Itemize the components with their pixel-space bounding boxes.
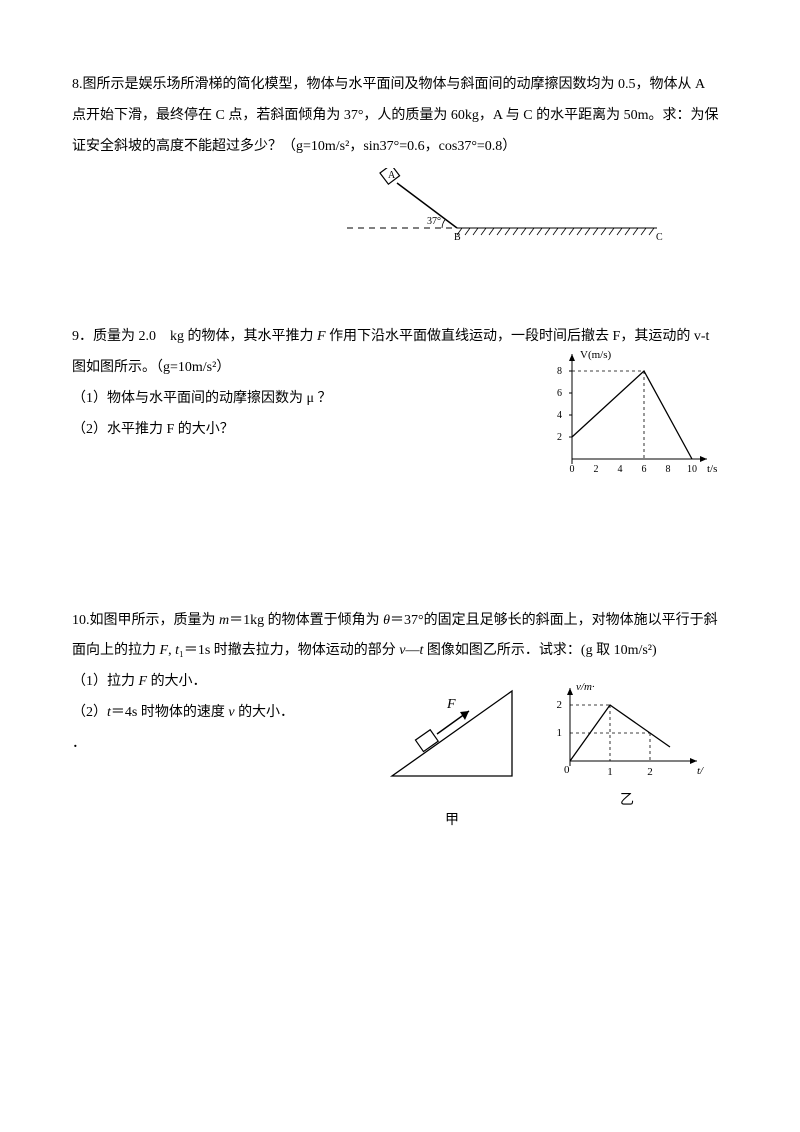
angle-label: 37°	[427, 216, 441, 227]
label-C: C	[656, 232, 663, 243]
svg-text:8: 8	[557, 366, 562, 377]
p10-fig-left: F 甲	[377, 676, 527, 837]
p10-t1c: ＝37°的固定且足够长的斜面上，对物体施以平行于斜	[390, 613, 718, 628]
label-B: B	[454, 232, 461, 243]
p10-th: θ	[383, 613, 390, 628]
svg-text:t/s: t/s	[707, 463, 717, 475]
p8-figure: 37° A B C	[342, 168, 672, 248]
p10-t1a: 如图甲所示，质量为	[90, 613, 220, 628]
problem-8: 8.图所示是娱乐场所滑梯的简化模型，物体与水平面间及物体与斜面间的动摩擦因数均为…	[72, 70, 728, 162]
svg-text:6: 6	[557, 388, 562, 399]
svg-text:1: 1	[557, 727, 563, 739]
p9-F: F	[317, 329, 326, 344]
p8-t1: 图所示是娱乐场所滑梯的简化模型，物体与水平面间及物体与斜面间的动摩擦因数均为 0…	[83, 77, 706, 92]
p10-q2a: （2）	[72, 705, 107, 720]
p10-t1b: ＝1kg 的物体置于倾角为	[229, 613, 383, 628]
svg-text:0: 0	[564, 764, 570, 776]
p10-t2e: 图像如图乙所示．试求：(g 取 10m/s²)	[423, 643, 656, 658]
p8-num: 8.	[72, 77, 83, 92]
caption-right: 乙	[542, 786, 712, 817]
p10-t2a: 面向上的拉力	[72, 643, 160, 658]
p10-num: 10.	[72, 613, 90, 628]
label-A: A	[388, 170, 396, 181]
p8-line2: 点开始下滑，最终停在 C 点，若斜面倾角为 37°，人的质量为 60kg，A 与…	[72, 101, 728, 132]
svg-text:t/: t/	[697, 765, 704, 777]
p9-t1b: 作用下沿水平面做直线运动，一段时间后撤去 F，其运动的 v-t	[326, 329, 710, 344]
svg-text:1: 1	[607, 766, 613, 778]
p9-num: 9．	[72, 329, 93, 344]
svg-text:0: 0	[570, 464, 575, 475]
p8-line1: 8.图所示是娱乐场所滑梯的简化模型，物体与水平面间及物体与斜面间的动摩擦因数均为…	[72, 70, 728, 101]
p10-line2: 面向上的拉力 F, t₁＝1s 时撤去拉力，物体运动的部分 v—t 图像如图乙所…	[72, 636, 728, 667]
p10-q1F: F	[139, 674, 148, 689]
p10-F: F	[160, 643, 169, 658]
p10-q1a: （1）拉力	[72, 674, 139, 689]
svg-text:4: 4	[618, 464, 623, 475]
p10-t2d: —	[406, 643, 420, 658]
svg-text:2: 2	[557, 699, 563, 711]
caption-left: 甲	[377, 806, 527, 837]
svg-text:2: 2	[557, 432, 562, 443]
p9-chart: 2 4 6 8 0 2 4 6 8 10 V(m/s) t/s	[542, 344, 722, 484]
p10-q1b: 的大小．	[147, 674, 207, 689]
svg-text:2: 2	[594, 464, 599, 475]
svg-text:10: 10	[687, 464, 697, 475]
p8-line3: 证安全斜坡的高度不能超过多少？（g=10m/s²，sin37°=0.6，cos3…	[72, 132, 728, 163]
svg-text:2: 2	[647, 766, 653, 778]
p10-q2c: 的大小．	[235, 705, 295, 720]
svg-text:6: 6	[642, 464, 647, 475]
p10-t2c: ₁＝1s 时撤去拉力，物体运动的部分	[179, 643, 399, 658]
problem-10: 10.如图甲所示，质量为 m＝1kg 的物体置于倾角为 θ＝37°的固定且足够长…	[72, 606, 728, 760]
problem-9: 9．质量为 2.0 kg 的物体，其水平推力 F 作用下沿水平面做直线运动，一段…	[72, 322, 728, 445]
svg-text:F: F	[446, 697, 456, 712]
p10-line1: 10.如图甲所示，质量为 m＝1kg 的物体置于倾角为 θ＝37°的固定且足够长…	[72, 606, 728, 637]
p10-chart-right: 1 2 1 2 0 v/m· t/ 乙	[542, 676, 712, 817]
p9-t1a: 质量为 2.0 kg 的物体，其水平推力	[93, 329, 317, 344]
svg-text:4: 4	[557, 410, 562, 421]
svg-text:8: 8	[666, 464, 671, 475]
p10-q2b: ＝4s 时物体的速度	[111, 705, 228, 720]
svg-text:V(m/s): V(m/s)	[580, 349, 612, 361]
p10-m: m	[219, 613, 229, 628]
p10-t2b: ,	[168, 643, 175, 658]
svg-text:v/m·: v/m·	[576, 681, 595, 693]
